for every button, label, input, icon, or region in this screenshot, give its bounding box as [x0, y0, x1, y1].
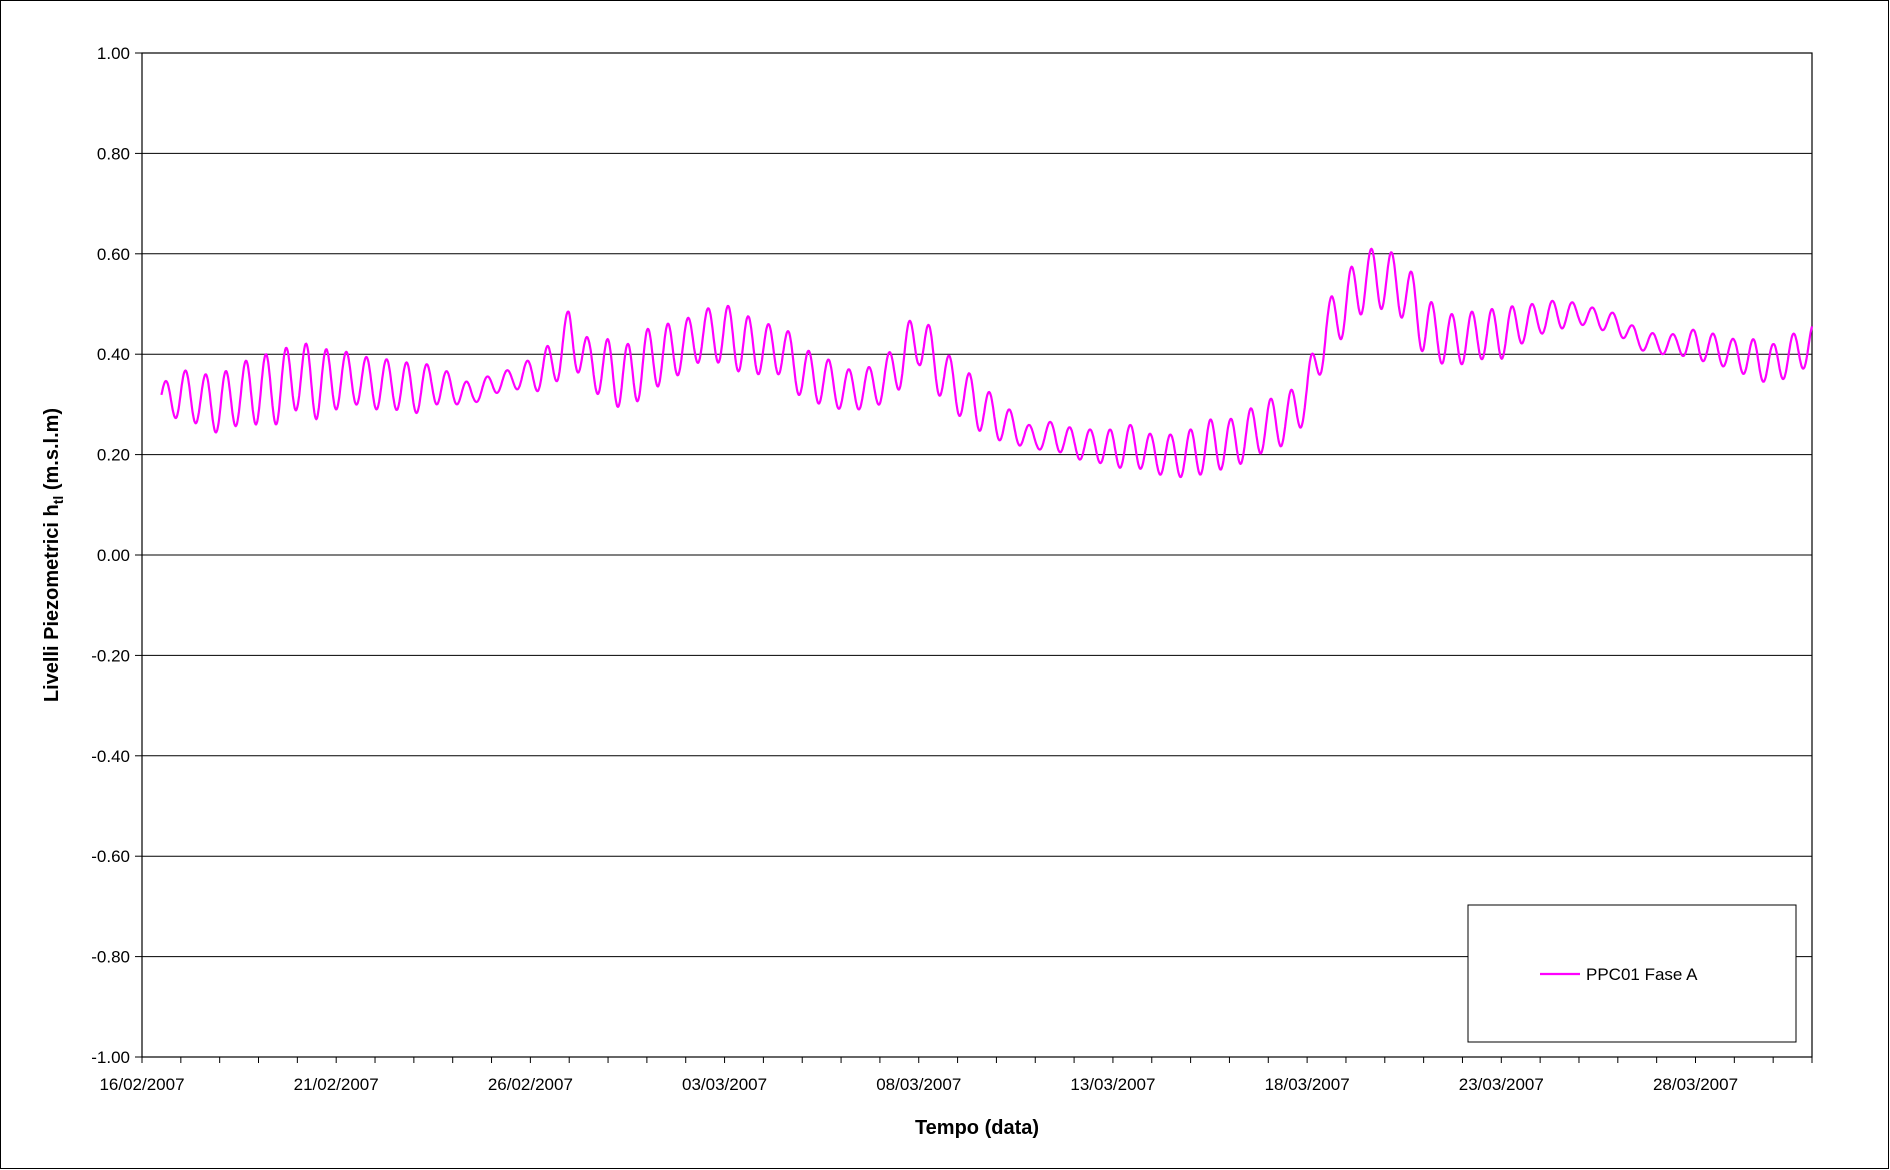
y-tick-label: -0.40: [91, 747, 130, 766]
legend-box: [1467, 904, 1797, 1043]
legend-label: PPC01 Fase A: [1586, 965, 1698, 984]
x-tick-label: 26/02/2007: [488, 1075, 573, 1094]
y-tick-label: -0.20: [91, 646, 130, 665]
series-line-ppc01-fase-a: [160, 247, 1814, 479]
legend: PPC01 Fase A: [1467, 904, 1797, 1043]
y-tick-label: 0.40: [97, 345, 130, 364]
y-tick-label: 0.60: [97, 245, 130, 264]
x-tick-label: 23/03/2007: [1459, 1075, 1544, 1094]
x-tick-label: 08/03/2007: [876, 1075, 961, 1094]
y-tick-label: 0.80: [97, 144, 130, 163]
x-axis-ticks: 16/02/2007 21/02/2007 26/02/2007 03/03/2007…: [99, 1057, 1813, 1094]
x-tick-label: 18/03/2007: [1265, 1075, 1350, 1094]
y-tick-label: -0.80: [91, 948, 130, 967]
y-tick-label: -1.00: [91, 1048, 130, 1067]
y-tick-label: 1.00: [97, 44, 130, 63]
y-tick-label: -0.60: [91, 847, 130, 866]
y-tick-label: 0.20: [97, 446, 130, 465]
x-tick-label: 16/02/2007: [99, 1075, 184, 1094]
x-axis-title: Tempo (data): [915, 1117, 1039, 1139]
gridlines: [142, 152, 1812, 958]
x-tick-label: 03/03/2007: [682, 1075, 767, 1094]
y-axis-title-main: Livelli Piezometrici h: [41, 504, 63, 702]
y-tick-label: 0.00: [97, 546, 130, 565]
y-axis-title-unit: (m.s.l.m): [41, 408, 63, 496]
x-tick-label: 21/02/2007: [294, 1075, 379, 1094]
x-tick-label: 28/03/2007: [1653, 1075, 1738, 1094]
y-axis-title-subscript: tl: [50, 496, 66, 505]
y-axis-title: Livelli Piezometrici htl (m.s.l.m): [41, 408, 66, 702]
x-tick-label: 13/03/2007: [1070, 1075, 1155, 1094]
y-axis-ticks: 1.00 0.80 0.60 0.40 0.20 0.00 -0.20 -0.40 -0.60 -…: [91, 44, 142, 1067]
